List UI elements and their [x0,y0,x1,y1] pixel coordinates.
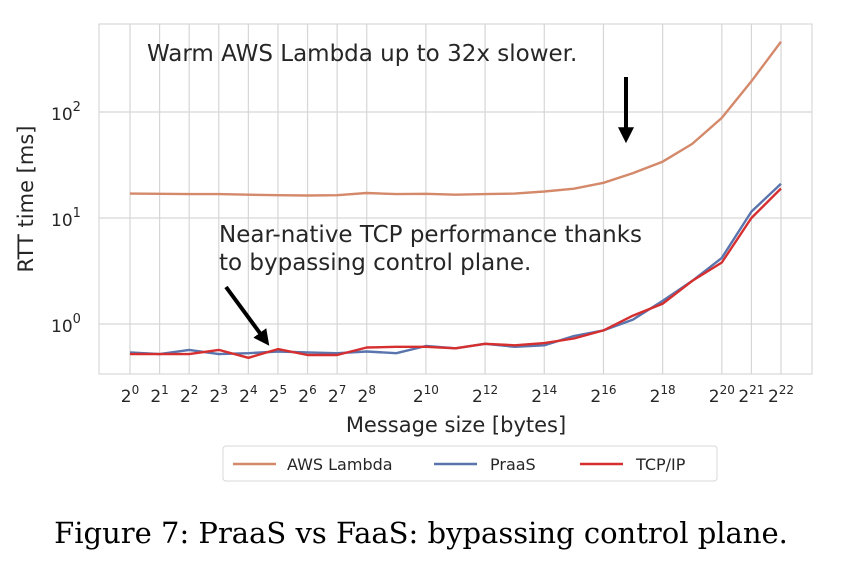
x-tick-label: 20 [121,383,139,407]
series-layer [129,40,782,359]
x-tick-label: 21 [150,383,168,407]
y-axis-label: RTT time [ms] [14,126,38,273]
y-tick-label: 102 [51,100,81,125]
annotation-arrow-tcp [224,285,270,346]
grid [99,24,812,374]
x-axis-label: Message size [bytes] [346,413,566,437]
annotation-lambda-slower: Warm AWS Lambda up to 32x slower. [147,41,577,67]
x-tick-label: 24 [239,383,257,407]
y-tick-label: 100 [51,312,81,337]
annotation-near-native-line2: to bypassing control plane. [219,250,531,276]
legend-label-praas: PraaS [490,455,536,474]
legend-label-tcp-ip: TCP/IP [635,455,686,474]
series-line-aws-lambda [129,40,782,197]
x-tick-label: 216 [590,383,616,407]
x-tick-label: 210 [413,383,439,407]
x-tick-label: 22 [180,383,198,407]
series-line-tcp-ip [130,187,782,359]
x-tick-label: 222 [768,383,794,407]
x-tick-label: 220 [709,383,735,407]
y-tick-labels: 100 101 102 [51,100,81,337]
x-tick-label: 26 [298,383,316,407]
rtt-chart: 20 21 22 23 24 25 26 27 28 210 212 214 216 218 220 221 2… [14,23,813,482]
x-tick-label: 28 [357,383,375,407]
x-tick-label: 214 [531,383,557,407]
y-tick-label: 101 [51,206,81,231]
x-tick-labels: 20 21 22 23 24 25 26 27 28 210 212 214 216 218 220 221 2… [121,383,794,407]
legend-label-aws-lambda: AWS Lambda [287,455,393,474]
annotation-near-native-line1: Near-native TCP performance thanks [219,222,642,248]
x-tick-label: 221 [738,383,764,407]
x-tick-label: 23 [210,383,228,407]
x-tick-label: 212 [472,383,498,407]
figure-caption: Figure 7: PraaS vs FaaS: bypassing contr… [54,516,788,550]
legend: AWS Lambda PraaS TCP/IP [222,445,718,482]
x-tick-label: 27 [328,383,346,407]
x-tick-label: 218 [650,383,676,407]
plot-area [98,23,813,375]
x-tick-label: 25 [269,383,287,407]
